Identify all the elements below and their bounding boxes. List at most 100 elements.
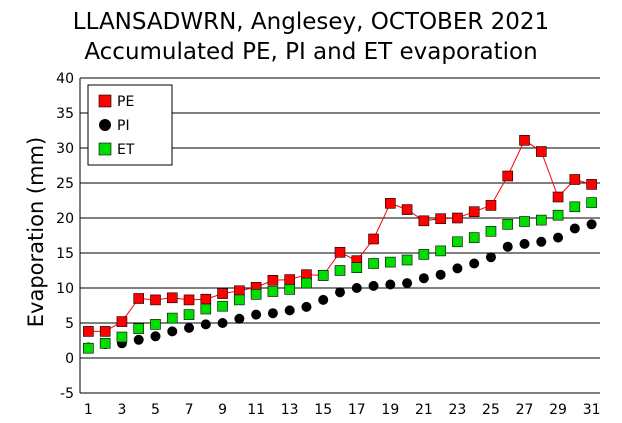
point-pi [502,241,513,252]
point-pi [301,301,312,312]
point-pi [267,308,278,319]
point-et [317,270,329,281]
point-pe [234,285,245,297]
x-tick-label: 11 [247,402,265,418]
point-et [586,197,597,208]
point-et [535,214,547,226]
point-pe [99,326,111,337]
legend-marker-pi [99,119,111,131]
point-et [166,312,178,324]
point-pe [485,200,497,211]
point-et [150,319,161,330]
y-tick-label: 0 [65,351,74,367]
plot-series [83,135,597,354]
x-tick-label: 31 [583,402,601,418]
point-et [351,262,363,274]
point-et [284,284,295,295]
point-et [519,216,530,227]
legend-label-pi: PI [117,118,130,134]
point-pe [418,215,430,227]
point-pe [569,174,581,185]
point-pi [200,319,211,330]
point-pe [200,293,212,305]
point-pi [569,223,580,234]
point-pi [452,263,463,274]
point-pe [116,316,128,327]
point-pe [535,146,547,157]
x-tick-label: 25 [482,402,500,418]
y-tick-label: 5 [65,316,74,332]
point-pe [150,294,161,306]
x-axis: 1 3 5 7 9 11 13 15 17 19 21 23 25 27 29 31 [80,392,601,418]
point-pi [335,287,345,298]
x-tick-label: 29 [549,402,567,418]
point-pe [452,212,463,224]
point-et [183,309,195,320]
point-pe [435,213,446,224]
point-et [267,286,279,297]
y-axis-label: Evaporation (mm) [24,137,48,327]
point-pi [167,326,178,337]
point-pi [435,269,446,280]
point-pe [267,274,279,286]
point-pi [184,322,195,333]
point-et [116,331,128,343]
point-et [385,256,396,268]
point-pi [234,313,245,324]
x-tick-label: 23 [449,402,467,418]
point-pe [166,292,178,304]
point-pe [385,198,396,209]
y-tick-label: 20 [56,211,74,227]
x-tick-label: 15 [314,402,332,418]
legend-label-pe: PE [117,94,134,110]
point-pi [351,283,362,293]
point-pe [83,326,94,337]
point-pi [402,278,413,289]
point-pe [217,288,228,299]
point-pe [183,294,195,306]
point-pe [334,247,346,258]
point-pi [485,252,496,263]
x-tick-label: 13 [281,402,299,418]
point-et [301,277,312,289]
point-et [334,265,346,276]
point-pi [586,219,597,230]
point-pi [418,273,429,284]
point-et [401,254,413,266]
point-pi [284,305,295,316]
y-tick-label: 15 [56,246,74,262]
y-tick-label: 10 [56,281,74,297]
point-et [250,288,262,300]
point-pi [553,232,564,243]
point-pi [251,309,262,320]
point-pe [519,135,530,146]
point-pi [368,280,379,291]
point-pi [133,334,144,345]
y-tick-label: -5 [60,386,74,402]
point-pi [519,238,530,249]
point-pe [552,191,564,203]
point-pe [502,170,514,182]
y-tick-label: 25 [56,176,74,192]
legend-label-et: ET [117,142,135,158]
point-et [234,294,245,306]
point-et [418,249,430,260]
y-tick-label: 35 [56,106,74,122]
x-tick-label: 1 [84,402,93,418]
x-tick-label: 19 [381,402,399,418]
point-pe [284,274,295,285]
series-pe [83,135,597,337]
point-et [133,323,145,334]
point-et [368,258,379,269]
y-tick-label: 30 [56,141,74,157]
point-et [485,226,497,237]
x-tick-label: 21 [415,402,433,418]
point-et [569,201,581,213]
x-tick-label: 3 [117,402,126,418]
x-tick-label: 17 [348,402,366,418]
x-tick-label: 9 [218,402,227,418]
point-et [502,219,514,230]
point-pe [401,204,413,215]
point-et [552,209,564,221]
